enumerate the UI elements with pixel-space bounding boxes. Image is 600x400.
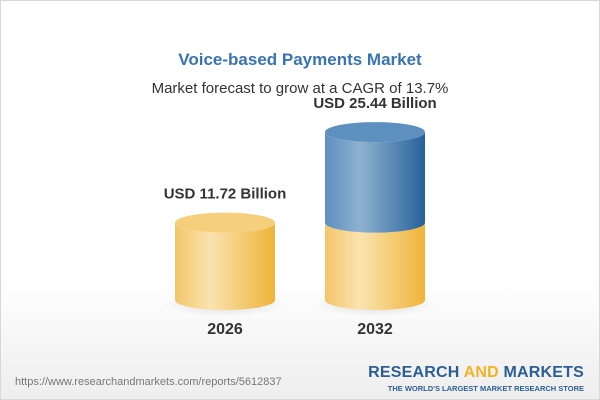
cylinder-base-segment-2026 (175, 222, 275, 310)
cylinder-base-segment-2032 (325, 222, 425, 310)
chart-title: Voice-based Payments Market (178, 50, 422, 69)
source-url[interactable]: https://www.researchandmarkets.com/repor… (15, 376, 282, 388)
cylinder-top-2032 (325, 122, 425, 143)
cylinder-top-2026 (175, 212, 275, 233)
research-and-markets-logo: RESEARCH AND MARKETS THE WORLD'S LARGEST… (368, 364, 584, 394)
data-label: USD 25.44 Billion (313, 95, 436, 112)
chart-subtitle: Market forecast to grow at a CAGR of 13.… (151, 80, 449, 97)
category-label: 2032 (357, 321, 393, 338)
data-label: USD 11.72 Billion (164, 186, 287, 203)
category-label: 2026 (207, 321, 243, 338)
cylinder-growth-segment-2032 (325, 132, 425, 233)
